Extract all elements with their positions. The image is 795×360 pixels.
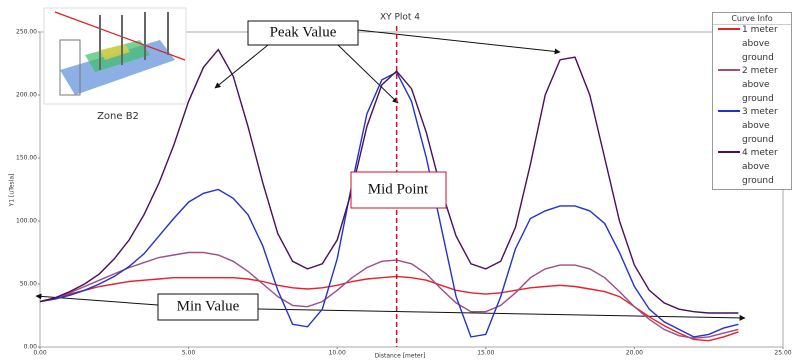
legend-entry: 4 meter above ground — [713, 148, 791, 189]
x-tick-label: 10.00 — [329, 350, 346, 357]
screen: XY Plot 4 Distance [meter] Y1 [uTesla] Z… — [0, 0, 795, 360]
chart: XY Plot 4 Distance [meter] Y1 [uTesla] Z… — [0, 0, 795, 360]
legend-label: 3 meter above ground — [716, 105, 788, 147]
legend-entry: 3 meter above ground — [713, 107, 791, 148]
y-tick-label: 50.00 — [20, 281, 37, 288]
x-tick-label: 25.00 — [774, 350, 791, 357]
chart-title: XY Plot 4 — [380, 13, 420, 23]
mid-annotation: Mid Point — [368, 181, 429, 197]
legend-label: 4 meter above ground — [716, 146, 788, 188]
page: {"chart_data": {"type": "line", "title":… — [0, 0, 795, 360]
x-axis-label: Distance [meter] — [375, 353, 426, 360]
legend-label: 1 meter above ground — [716, 23, 788, 65]
y-axis-label: Y1 [uTesla] — [9, 174, 16, 208]
legend-entry: 2 meter above ground — [713, 66, 791, 107]
peak-annotation: Peak Value — [270, 24, 337, 40]
x-tick-label: 20.00 — [626, 350, 643, 357]
zone-thumbnail — [44, 8, 186, 104]
min-annotation: Min Value — [177, 298, 240, 314]
zone-label: Zone B2 — [97, 111, 139, 122]
x-tick-label: 0.00 — [33, 350, 47, 357]
body: XY Plot 4 Distance [meter] Y1 [uTesla] Z… — [0, 0, 795, 360]
y-tick-label: 100.00 — [16, 218, 37, 225]
y-tick-label: 250.00 — [16, 29, 37, 36]
series-line — [40, 253, 738, 339]
x-tick-label: 5.00 — [182, 350, 196, 357]
legend-entry: 1 meter above ground — [713, 25, 791, 66]
y-tick-label: 200.00 — [16, 92, 37, 99]
legend-label: 2 meter above ground — [716, 64, 788, 106]
y-tick-label: 150.00 — [16, 155, 37, 162]
x-tick-label: 15.00 — [477, 350, 494, 357]
